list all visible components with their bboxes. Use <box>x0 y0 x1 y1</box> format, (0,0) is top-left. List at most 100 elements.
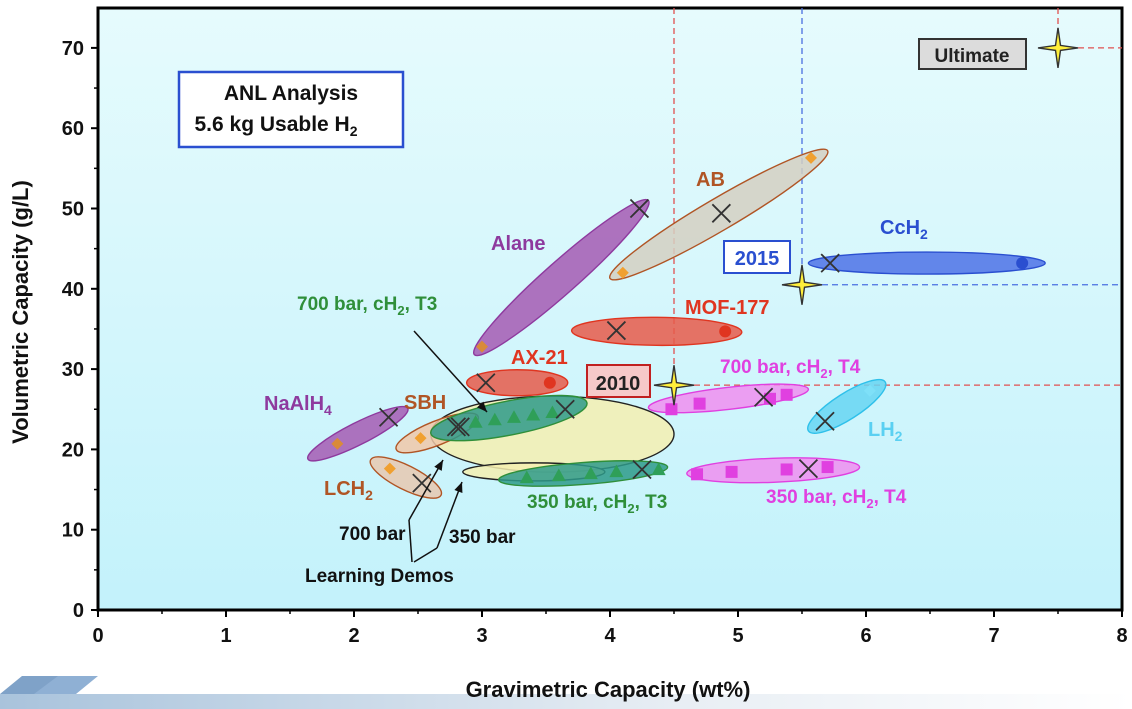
marker-350-bar-ch2-t4-sq-1 <box>725 465 738 478</box>
marker-700-bar-ch2-t4-sq-0 <box>665 403 678 416</box>
x-tick-label-3: 3 <box>476 625 487 647</box>
x-tick-label-2: 2 <box>348 625 359 647</box>
y-tick-label-6: 60 <box>62 118 84 140</box>
y-tick-label-5: 50 <box>62 199 84 221</box>
arrow-demo-350-stem <box>413 547 438 563</box>
label-sbh: SBH <box>404 392 446 414</box>
footer-banner <box>0 676 1132 709</box>
target-2010-text: 2010 <box>596 373 641 395</box>
y-tick-label-3: 30 <box>62 359 84 381</box>
marker-350-bar-ch2-t4-x <box>798 459 819 479</box>
marker-lch2-1 <box>412 473 432 493</box>
marker-350-bar-ch2-t4-sq-2 <box>780 463 793 476</box>
y-axis-title: Volumetric Capacity (g/L) <box>8 180 33 444</box>
data-markers <box>331 151 1029 493</box>
target-label-ultimate: Ultimate <box>918 38 1027 70</box>
marker-700-bar-ch2-t3-tri-1 <box>487 412 502 426</box>
y-tick-label-1: 10 <box>62 520 84 542</box>
annotation-arrows <box>408 330 488 563</box>
ellipse-ab <box>608 148 829 281</box>
marker-350-bar-ch2-t3-tri-2 <box>583 466 598 480</box>
ellipse-700-bar-ch2-t3 <box>430 394 588 442</box>
label-ab: AB <box>696 169 725 191</box>
marker-700-bar-ch2-t4-sq-1 <box>693 397 706 410</box>
marker-700-bar-ch2-t3-2 <box>555 399 575 419</box>
arrow-demo-700-shaft <box>408 459 444 521</box>
marker-mof-177-1 <box>719 325 732 338</box>
label-lch2: LCH2 <box>324 478 373 503</box>
target-stars <box>653 27 1079 406</box>
marker-lh2-1 <box>863 384 876 397</box>
arrow-demo-350-shaft <box>436 481 463 549</box>
arrow-demo-700-head <box>434 460 443 471</box>
system-annotations: Alane AB CcH2 MOF-177 AX-21 NaAlH4 SBH L… <box>264 169 928 587</box>
marker-ax-21-0 <box>476 373 496 393</box>
marker-ax-21-1 <box>543 376 556 389</box>
x-axis-title: Gravimetric Capacity (wt%) <box>466 677 751 702</box>
x-tick-label-0: 0 <box>92 625 103 647</box>
marker-700-bar-ch2-t3-tri-3 <box>526 407 541 421</box>
info-line-1: ANL Analysis <box>224 82 358 105</box>
y-tick-label-7: 70 <box>62 38 84 60</box>
marker-700-bar-ch2-t3-tri-2 <box>507 410 521 423</box>
arrow-700bar-t3-shaft <box>413 330 488 413</box>
label-alane: Alane <box>491 233 545 255</box>
label-cch2: CcH2 <box>880 217 928 242</box>
label-350bar-t4: 350 bar, cH2, T4 <box>766 487 907 511</box>
arrow-demo-350-head <box>454 482 463 493</box>
target-star-ultimate <box>1037 27 1079 68</box>
label-demo-700: 700 bar <box>339 524 406 545</box>
marker-700-bar-ch2-t3-tri-0 <box>468 415 483 428</box>
marker-sbh-0 <box>414 432 427 445</box>
x-tick-label-8: 8 <box>1116 625 1127 647</box>
marker-alane-1 <box>629 198 650 219</box>
marker-ab-2 <box>804 151 817 164</box>
marker-alane-0 <box>476 340 488 353</box>
marker-350-bar-ch2-t3-tri-0 <box>519 470 534 484</box>
marker-cch2-1 <box>1016 257 1029 270</box>
marker-mof-177-0 <box>606 320 627 341</box>
label-mof177: MOF-177 <box>685 297 769 319</box>
arrow-700bar-t3-head <box>477 401 487 412</box>
marker-lh2-0 <box>815 411 835 431</box>
marker-350-bar-ch2-t4-sq-3 <box>821 461 834 474</box>
label-350bar-t3: 350 bar, cH2, T3 <box>527 492 667 516</box>
marker-naalh4-1 <box>378 407 399 427</box>
marker-350-bar-ch2-t4-sq-0 <box>691 468 704 481</box>
ellipse-mof-177 <box>570 316 743 347</box>
ellipse-350-bar-ch2-t3 <box>497 460 669 487</box>
label-lh2: LH2 <box>868 419 903 444</box>
info-line-2: 5.6 kg Usable H2 <box>194 113 357 139</box>
target-label-2010: 2010 <box>586 364 651 398</box>
ellipse-cch2 <box>807 251 1046 275</box>
label-ax21: AX-21 <box>511 347 568 369</box>
target-ultimate-text: Ultimate <box>935 46 1010 67</box>
marker-cch2-0 <box>820 253 840 273</box>
x-tick-label-7: 7 <box>988 625 999 647</box>
target-star-2015 <box>781 264 823 305</box>
marker-350-bar-ch2-t3-tri-1 <box>551 468 566 482</box>
label-learning-demos: Learning Demos <box>305 566 454 587</box>
label-demo-350: 350 bar <box>449 527 516 548</box>
x-tick-label-1: 1 <box>220 625 231 647</box>
marker-700-bar-ch2-t3-tri-4 <box>545 405 560 419</box>
x-tick-label-4: 4 <box>604 625 616 647</box>
y-tick-label-0: 0 <box>73 600 84 622</box>
target-star-2010 <box>653 365 695 406</box>
marker-700-bar-ch2-t4-1 <box>753 387 774 407</box>
marker-350-bar-ch2-t3-tri-4 <box>651 462 666 476</box>
marker-350-bar-ch2-t3-tri-3 <box>609 464 624 478</box>
label-700bar-t3: 700 bar, cH2, T3 <box>297 294 437 318</box>
x-tick-label-5: 5 <box>732 625 743 647</box>
ellipse-naalh4 <box>306 405 409 462</box>
y-tick-label-4: 40 <box>62 279 84 301</box>
label-700bar-t4: 700 bar, cH2, T4 <box>720 357 861 381</box>
label-naalh4: NaAlH4 <box>264 393 332 418</box>
marker-ab-0 <box>616 266 629 279</box>
marker-700-bar-ch2-t3-0 <box>450 417 470 437</box>
marker-lch2-0 <box>383 462 396 475</box>
marker-naalh4-0 <box>331 437 344 450</box>
info-box: ANL Analysis 5.6 kg Usable H2 <box>177 70 405 149</box>
y-tick-label-2: 20 <box>62 439 84 461</box>
